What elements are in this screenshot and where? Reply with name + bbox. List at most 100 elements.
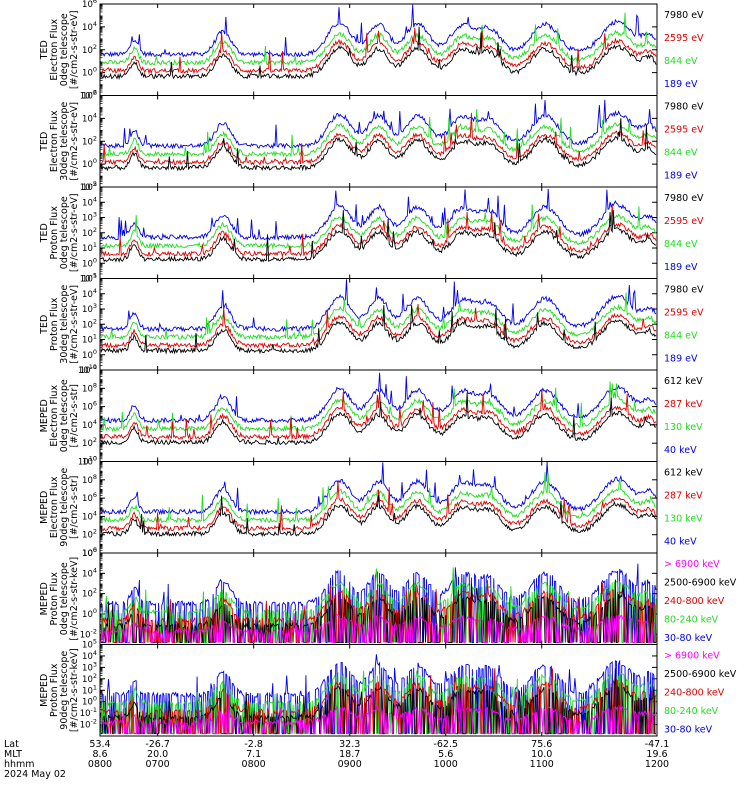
y-tick-label: 100 <box>82 256 97 269</box>
legend-entry: 612 keV <box>664 376 703 387</box>
y-axis-label-line: [#/cm2-s-str-eV] <box>69 102 80 181</box>
y-axis-label: MEPEDProton Flux90deg telescope[#/cm2-s-… <box>39 648 80 732</box>
y-tick-label: 102 <box>82 436 97 449</box>
y-tick-label: 100 <box>82 607 97 620</box>
y-axis-label-line: 90deg telescope <box>59 651 70 730</box>
x-tick-label-mlt: 5.6 <box>438 749 453 760</box>
y-tick-label: 106 <box>82 89 97 102</box>
legend-entry: > 6900 keV <box>664 559 720 570</box>
y-axis-label-line: Proton Flux <box>49 572 60 626</box>
y-tick-label: 100 <box>82 157 97 170</box>
y-axis-label-line: Proton Flux <box>49 206 60 260</box>
legend-entry: 844 eV <box>664 56 698 67</box>
x-tick-label-hhmm: 1000 <box>434 759 458 770</box>
y-axis-label-line: Electron Flux <box>49 476 60 538</box>
series-trace-red <box>100 204 657 258</box>
x-axis-row-label: Lat <box>4 739 19 750</box>
y-axis-label-line: 90deg telescope <box>59 468 70 547</box>
y-tick-label: 102 <box>82 672 97 685</box>
x-tick-label-lat: -62.5 <box>433 739 458 750</box>
y-axis-label: MEPEDElectron Flux0deg telescope[#/cm2-s… <box>39 379 80 452</box>
x-tick-label-lat: 32.3 <box>339 739 360 750</box>
x-tick-label-hhmm: 1200 <box>645 759 669 770</box>
legend-entry: 2595 eV <box>664 308 704 319</box>
y-tick-label: 10-2 <box>80 718 97 731</box>
x-tick-label-mlt: 20.0 <box>147 749 168 760</box>
series-trace-blue <box>100 188 657 241</box>
y-tick-label: 104 <box>82 566 97 579</box>
series-trace-black <box>100 26 657 81</box>
series-trace-red <box>100 27 657 75</box>
series-trace-blue <box>100 4 657 58</box>
y-axis-label: MEPEDProton Flux0deg telescope[#/cm2-s-s… <box>39 557 80 641</box>
series-trace-red <box>100 388 657 441</box>
series-trace-blue <box>100 279 657 333</box>
legend-entry: 287 keV <box>664 399 703 410</box>
legend-entry: 80-240 keV <box>664 706 719 717</box>
series-trace-magenta <box>100 602 657 643</box>
y-axis-label: TEDElectron Flux30deg telescope[#/cm2-s-… <box>39 102 80 181</box>
series-trace-black <box>100 305 657 355</box>
x-axis-row-label: MLT <box>4 749 22 760</box>
y-tick-label: 105 <box>82 638 97 651</box>
series-trace-black <box>100 392 657 446</box>
y-axis-label-line: MEPED <box>39 491 50 524</box>
y-tick-label: 104 <box>82 287 97 300</box>
x-tick-label-lat: -2.8 <box>244 739 263 750</box>
y-tick-label: 1010 <box>78 363 97 376</box>
y-axis-label-line: 0deg telescope <box>59 196 70 269</box>
y-tick-label: 104 <box>82 418 97 431</box>
y-tick-label: 10-2 <box>80 89 97 102</box>
y-axis-label-line: [#/cm2-s-str] <box>69 384 80 447</box>
legend-entry: 30-80 keV <box>664 725 713 736</box>
y-tick-label: 10-1 <box>80 706 97 719</box>
series-trace-green <box>100 204 657 250</box>
legend-entry: 7980 eV <box>664 102 704 113</box>
y-tick-label: 103 <box>82 302 97 315</box>
series-trace-magenta <box>100 688 656 735</box>
y-axis-label-line: Proton Flux <box>49 663 60 717</box>
series-trace-blue <box>100 372 657 425</box>
y-axis-label-line: Electron Flux <box>49 385 60 447</box>
x-tick-label-mlt: 8.6 <box>92 749 107 760</box>
y-axis-label: TEDProton Flux0deg telescope[#/cm2-s-str… <box>39 193 80 272</box>
y-axis-label-line: MEPED <box>39 674 50 707</box>
y-axis-label: MEPEDElectron Flux90deg telescope[#/cm2-… <box>39 468 80 547</box>
x-tick-label-hhmm: 0700 <box>146 759 170 770</box>
legend-entry: 2595 eV <box>664 33 704 44</box>
y-tick-label: 10-2 <box>80 180 97 193</box>
y-tick-label: 100 <box>82 695 97 708</box>
y-tick-label: 100 <box>82 546 97 559</box>
y-axis-label-line: TED <box>39 223 50 243</box>
series-trace-red <box>100 480 657 532</box>
y-axis-label-line: 30deg telescope <box>59 102 70 181</box>
legend-entry: > 6900 keV <box>664 651 720 662</box>
y-axis-label-line: [#/cm2-s-str-eV] <box>69 193 80 272</box>
y-tick-label: 106 <box>82 0 97 10</box>
series-trace-black <box>100 210 657 263</box>
legend-entry: 130 keV <box>664 514 703 525</box>
y-tick-label: 106 <box>82 546 97 559</box>
y-tick-label: 103 <box>82 211 97 224</box>
y-axis-label-line: [#/cm2-s-str-eV] <box>69 10 80 89</box>
y-axis-label-line: Proton Flux <box>49 297 60 351</box>
y-tick-label: 105 <box>82 180 97 193</box>
legend-entry: 7980 eV <box>664 193 704 204</box>
legend-entry: 287 keV <box>664 491 703 502</box>
x-tick-label-lat: 75.6 <box>531 739 552 750</box>
x-tick-label-mlt: 19.6 <box>646 749 667 760</box>
x-tick-label-hhmm: 0800 <box>242 759 266 770</box>
y-axis-label-line: MEPED <box>39 582 50 615</box>
y-axis-label-line: TED <box>39 40 50 60</box>
y-tick-label: 102 <box>82 528 97 541</box>
y-tick-label: 104 <box>82 649 97 662</box>
y-tick-label: 104 <box>82 195 97 208</box>
y-tick-label: 104 <box>82 20 97 33</box>
legend-entry: 130 keV <box>664 422 703 433</box>
y-tick-label: 100 <box>82 455 97 468</box>
y-tick-label: 104 <box>82 509 97 522</box>
x-tick-label-hhmm: 1100 <box>530 759 554 770</box>
y-axis-label-line: 0deg telescope <box>59 13 70 86</box>
